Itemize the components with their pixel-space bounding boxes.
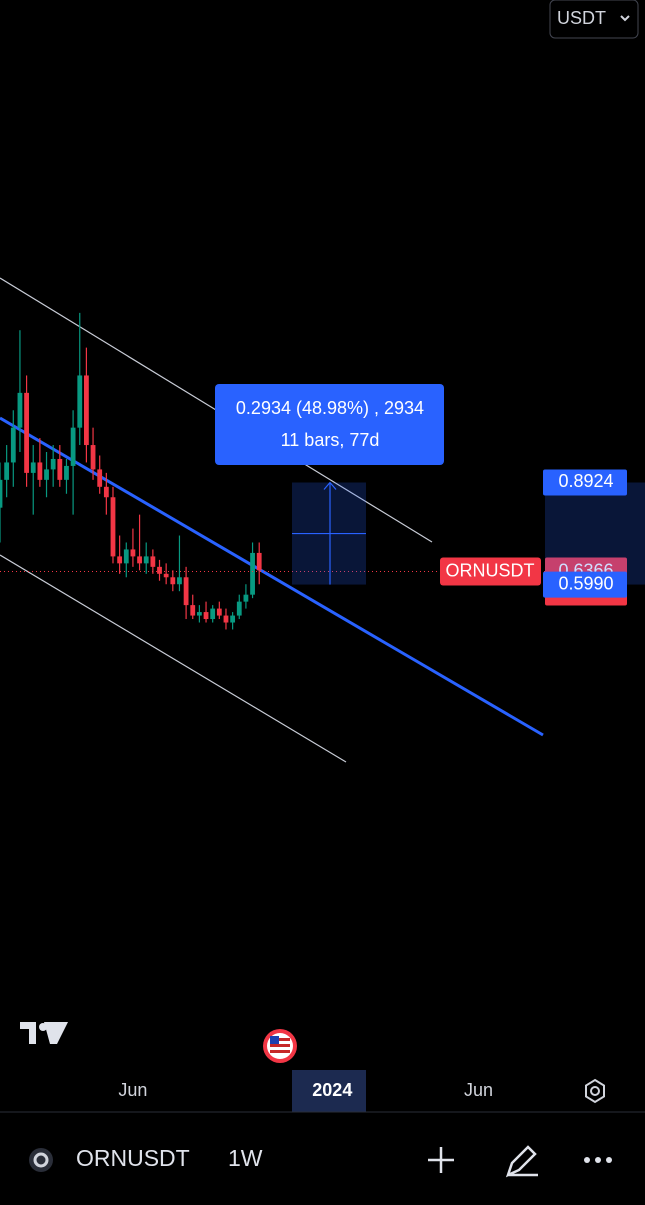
- candle-body: [210, 608, 216, 620]
- measure-bottom-label: 0.5990: [558, 573, 613, 593]
- candle-body: [17, 392, 23, 428]
- candle-body: [90, 445, 96, 470]
- candle-body: [64, 465, 69, 480]
- x-tick-label: Jun: [464, 1080, 493, 1100]
- tv-logo-dot: [39, 1023, 47, 1031]
- symbol-tag: [440, 557, 541, 586]
- symbol[interactable]: ORNUSDT: [76, 1145, 190, 1171]
- candle-body: [230, 615, 236, 623]
- x-tick-label: 2024: [312, 1080, 352, 1100]
- candle-body: [216, 608, 222, 616]
- candle-body: [50, 458, 56, 470]
- bottom-bar: ORNUSDT 1W: [29, 1145, 612, 1178]
- candle-body: [103, 486, 109, 498]
- flag-stripe: [270, 1038, 290, 1041]
- measure-arrow-head: [323, 481, 337, 490]
- flag-canton: [270, 1036, 279, 1044]
- candle-body: [196, 612, 202, 616]
- currency-box: [549, 0, 639, 39]
- candle-body: [0, 479, 3, 508]
- interval[interactable]: 1W: [228, 1145, 263, 1171]
- measure-bottom-tag: [543, 571, 627, 598]
- measure-top-tag: [543, 469, 627, 496]
- candle-body: [243, 594, 249, 602]
- currency-button[interactable]: USDT: [549, 0, 639, 39]
- candle-body: [70, 427, 76, 466]
- candle-body: [24, 392, 29, 473]
- flag-stripe: [270, 1044, 290, 1047]
- candles: [0, 312, 545, 630]
- candle-body: [183, 577, 189, 606]
- candle-body: [57, 458, 63, 480]
- candle-body: [190, 605, 196, 616]
- draw-button[interactable]: [505, 1145, 538, 1178]
- x-tick-label: Jun: [118, 1080, 147, 1100]
- trend-line: [0, 416, 544, 737]
- candle-body: [143, 556, 149, 564]
- measure-top-label: 0.8924: [558, 471, 613, 491]
- candle-body: [157, 566, 162, 574]
- measure-line1: 0.2934 (48.98%) , 2934: [236, 398, 424, 418]
- candle-body: [150, 556, 156, 567]
- candle-body: [37, 462, 43, 480]
- candle-body: [77, 375, 83, 428]
- channel-lower: [0, 554, 347, 763]
- flag-icon[interactable]: [263, 1029, 297, 1063]
- candle-body: [30, 462, 36, 473]
- time-axis-labels: Jun 2024 Jun: [118, 1070, 493, 1112]
- x-highlight: [292, 1070, 366, 1112]
- dot: [606, 1157, 612, 1163]
- tv-logo-shape: [20, 1022, 68, 1044]
- chevron: [620, 15, 630, 22]
- flag-stripe: [270, 1050, 290, 1053]
- candle-body: [223, 615, 229, 623]
- symbol-tag-label: ORNUSDT: [446, 560, 535, 580]
- measure-tool: 0.2934 (48.98%) , 2934 11 bars, 77d: [215, 384, 444, 585]
- candle-body: [137, 556, 142, 564]
- candle-body: [44, 469, 49, 480]
- settings-dot: [590, 1086, 600, 1096]
- measure-axis-band: [545, 482, 645, 585]
- symbol-icon-ring: [33, 1152, 49, 1168]
- measure-tooltip: [215, 384, 444, 465]
- add-button[interactable]: [428, 1147, 454, 1173]
- measure-line2: 11 bars, 77d: [281, 430, 380, 450]
- candle-body: [236, 601, 242, 616]
- tv-logo: [20, 1022, 68, 1044]
- candle-body: [84, 375, 89, 446]
- candle-body: [4, 462, 10, 480]
- settings-icon[interactable]: [585, 1078, 605, 1104]
- candle-body: [10, 427, 16, 463]
- symbol-icon: [29, 1148, 53, 1172]
- candle-body: [250, 552, 255, 595]
- candle-body: [256, 552, 262, 571]
- candle-body: [110, 497, 116, 557]
- candle-body: [203, 612, 209, 620]
- currency-label: USDT: [557, 8, 606, 28]
- candle-body: [123, 549, 129, 564]
- dot: [595, 1157, 601, 1163]
- more-button[interactable]: [584, 1157, 612, 1163]
- candle-body: [170, 577, 176, 585]
- candle-body: [117, 556, 123, 564]
- dot: [584, 1157, 590, 1163]
- candle-body: [163, 573, 169, 578]
- candle-body: [177, 577, 182, 585]
- candle-body: [130, 549, 136, 557]
- settings-hex: [585, 1078, 605, 1104]
- candle-body: [97, 469, 103, 487]
